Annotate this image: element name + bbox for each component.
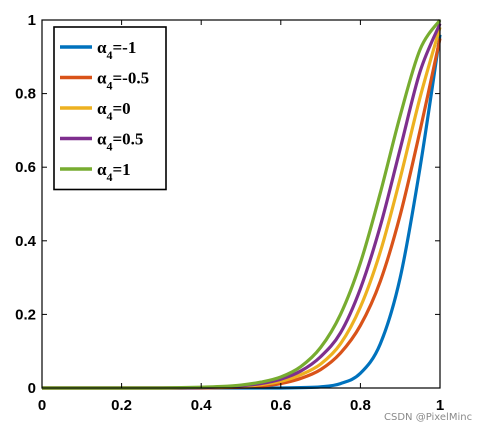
x-axis: 0 0.2 0.4 0.6 0.8 1 [38,20,444,414]
legend-item: α4=-1 [60,38,136,62]
x-tick-label: 0.8 [350,397,371,414]
y-axis: 0 0.2 0.4 0.6 0.8 1 [15,12,440,397]
legend: α4=-1 α4=-0.5 α4=0 α4=0.5 α4=1 [53,26,167,191]
x-tick-label: 1 [436,397,444,414]
legend-label: α4=-0.5 [97,69,149,93]
legend-label: α4=0.5 [97,130,143,154]
legend-label: α4=1 [97,160,131,184]
y-tick-label: 0.6 [15,159,36,176]
watermark: CSDN @PixelMinc [384,412,473,423]
legend-item: α4=0 [60,99,131,123]
y-tick-label: 0.8 [15,86,36,103]
x-tick-label: 0.6 [270,397,291,414]
x-tick-label: 0.4 [191,397,213,414]
legend-label: α4=-1 [97,38,136,62]
y-tick-label: 1 [28,12,36,29]
x-tick-label: 0.2 [111,397,132,414]
legend-item: α4=0.5 [60,130,143,154]
y-tick-label: 0.2 [15,306,36,323]
x-tick-label: 0 [38,397,46,414]
legend-item: α4=1 [60,160,131,184]
plot-frame [41,19,441,389]
legend-item: α4=-0.5 [60,69,149,93]
y-tick-label: 0 [28,380,36,397]
y-tick-label: 0.4 [15,233,37,250]
legend-label: α4=0 [97,99,131,123]
